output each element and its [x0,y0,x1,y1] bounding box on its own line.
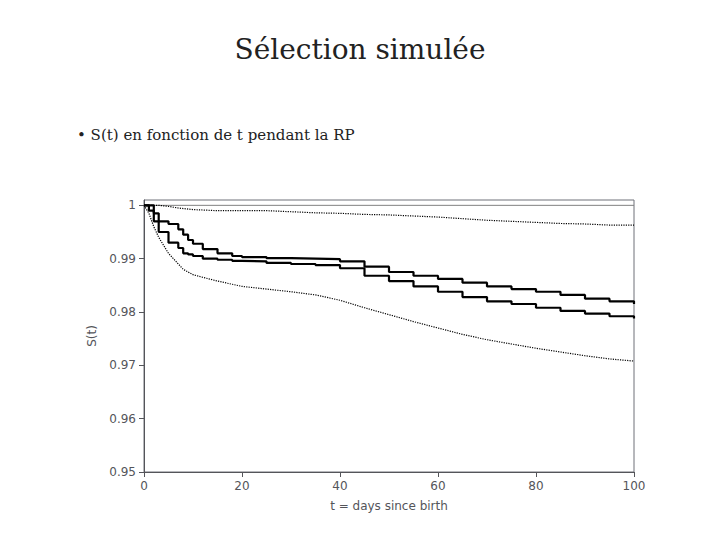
svg-text:0.95: 0.95 [109,465,136,479]
svg-text:1: 1 [128,198,136,212]
svg-text:40: 40 [332,479,347,493]
svg-text:0.96: 0.96 [109,412,136,426]
svg-text:0.98: 0.98 [109,305,136,319]
svg-text:20: 20 [234,479,249,493]
svg-text:80: 80 [528,479,543,493]
svg-text:0.97: 0.97 [109,358,136,372]
svg-text:• S(t) en fonction de t pendan: • S(t) en fonction de t pendant la RP [77,126,355,144]
svg-text:Sélection simulée: Sélection simulée [235,33,486,66]
svg-text:60: 60 [430,479,445,493]
svg-text:S(t): S(t) [85,325,99,347]
svg-text:100: 100 [623,479,646,493]
svg-text:t = days since birth: t = days since birth [330,499,448,513]
svg-text:0: 0 [140,479,148,493]
svg-text:0.99: 0.99 [109,252,136,266]
